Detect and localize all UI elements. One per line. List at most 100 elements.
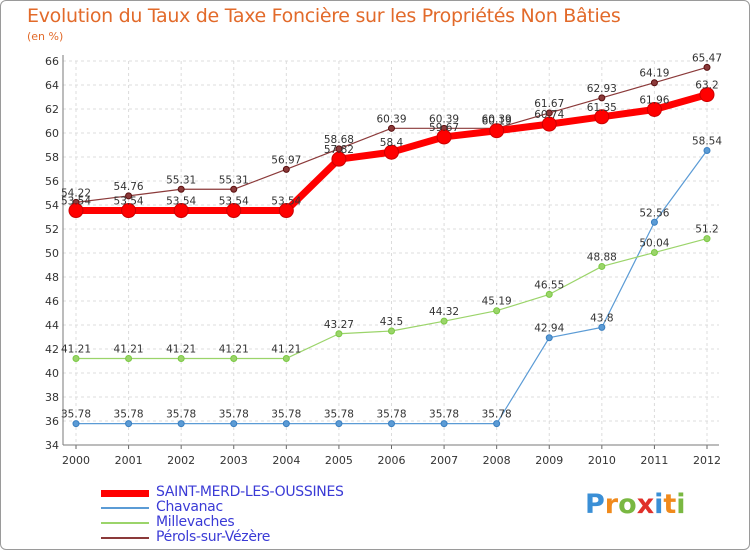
data-point bbox=[335, 330, 343, 338]
data-label: 60.39 bbox=[376, 113, 406, 125]
data-label: 35.78 bbox=[219, 409, 249, 421]
data-label: 65.47 bbox=[692, 52, 722, 64]
data-point bbox=[545, 109, 553, 117]
data-label: 59.67 bbox=[429, 122, 459, 134]
data-point bbox=[68, 203, 84, 219]
data-point bbox=[541, 116, 557, 132]
y-tick-label: 40 bbox=[45, 367, 59, 380]
data-label: 53.54 bbox=[271, 196, 301, 208]
y-tick-label: 38 bbox=[45, 391, 59, 404]
data-label: 41.21 bbox=[114, 343, 144, 355]
data-point bbox=[598, 262, 606, 270]
y-tick-label: 58 bbox=[45, 151, 59, 164]
data-label: 54.76 bbox=[114, 181, 144, 193]
data-label: 62.93 bbox=[587, 83, 617, 95]
logo-letter: i bbox=[676, 489, 686, 520]
y-tick-label: 36 bbox=[45, 415, 59, 428]
data-point bbox=[594, 109, 610, 125]
data-label: 43.8 bbox=[590, 312, 613, 324]
legend-label: Millevaches bbox=[156, 514, 235, 530]
data-label: 41.21 bbox=[61, 343, 91, 355]
x-tick-label: 2002 bbox=[167, 454, 195, 467]
data-point bbox=[125, 420, 133, 428]
data-point bbox=[177, 354, 185, 362]
data-point bbox=[440, 317, 448, 325]
legend-label: Pérols-sur-Vézère bbox=[156, 529, 271, 545]
x-tick-label: 2009 bbox=[535, 454, 563, 467]
data-point bbox=[226, 203, 242, 219]
legend-label: Chavanac bbox=[156, 499, 223, 515]
data-point bbox=[703, 63, 711, 71]
data-point bbox=[545, 290, 553, 298]
logo-letter: t bbox=[663, 489, 677, 520]
data-point bbox=[440, 420, 448, 428]
data-point bbox=[230, 354, 238, 362]
x-tick-label: 2001 bbox=[115, 454, 143, 467]
data-point bbox=[699, 87, 715, 103]
legend-swatch bbox=[101, 507, 149, 509]
data-point bbox=[489, 123, 505, 139]
data-label: 63.2 bbox=[695, 80, 718, 92]
data-label: 58.54 bbox=[692, 136, 722, 148]
data-point bbox=[177, 420, 185, 428]
proxiti-logo: Proxiti bbox=[585, 489, 686, 520]
data-label: 58.68 bbox=[324, 134, 354, 146]
data-label: 61.96 bbox=[639, 94, 669, 106]
data-label: 41.21 bbox=[219, 343, 249, 355]
x-tick-label: 2011 bbox=[640, 454, 668, 467]
data-label: 55.31 bbox=[166, 174, 196, 186]
x-tick-label: 2007 bbox=[430, 454, 458, 467]
logo-letter: r bbox=[604, 489, 619, 520]
data-label: 41.21 bbox=[166, 343, 196, 355]
data-label: 35.78 bbox=[61, 409, 91, 421]
data-point bbox=[335, 420, 343, 428]
y-tick-label: 56 bbox=[45, 175, 59, 188]
logo-letter: x bbox=[636, 489, 655, 520]
data-point bbox=[493, 420, 501, 428]
y-tick-label: 50 bbox=[45, 247, 59, 260]
data-point bbox=[72, 354, 80, 362]
data-point bbox=[703, 147, 711, 155]
data-label: 41.21 bbox=[271, 343, 301, 355]
data-point bbox=[72, 420, 80, 428]
data-point bbox=[646, 101, 662, 117]
data-label: 45.19 bbox=[482, 296, 512, 308]
y-tick-label: 66 bbox=[45, 55, 59, 68]
x-tick-label: 2010 bbox=[588, 454, 616, 467]
data-label: 52.56 bbox=[639, 207, 669, 219]
y-tick-label: 46 bbox=[45, 295, 59, 308]
data-label: 53.54 bbox=[219, 196, 249, 208]
x-tick-label: 2000 bbox=[62, 454, 90, 467]
legend-swatch bbox=[101, 522, 149, 524]
data-label: 54.22 bbox=[61, 187, 91, 199]
data-point bbox=[493, 307, 501, 315]
data-label: 50.04 bbox=[639, 238, 669, 250]
data-label: 48.88 bbox=[587, 251, 617, 263]
data-label: 53.54 bbox=[114, 196, 144, 208]
data-point bbox=[650, 249, 658, 257]
data-label: 56.97 bbox=[271, 154, 301, 166]
data-label: 53.54 bbox=[166, 196, 196, 208]
data-label: 35.78 bbox=[166, 409, 196, 421]
data-point bbox=[125, 192, 133, 200]
data-point bbox=[545, 334, 553, 342]
data-point bbox=[230, 420, 238, 428]
data-label: 60.39 bbox=[429, 113, 459, 125]
data-label: 61.35 bbox=[587, 102, 617, 114]
data-point bbox=[331, 151, 347, 167]
data-point bbox=[282, 165, 290, 173]
y-tick-label: 42 bbox=[45, 343, 59, 356]
logo-letter: P bbox=[585, 489, 605, 520]
data-label: 35.78 bbox=[114, 409, 144, 421]
data-point bbox=[388, 327, 395, 335]
y-tick-label: 62 bbox=[45, 103, 59, 116]
data-point bbox=[598, 94, 606, 102]
y-tick-label: 54 bbox=[45, 199, 59, 212]
y-tick-label: 64 bbox=[45, 79, 59, 92]
data-label: 58.4 bbox=[380, 137, 404, 149]
data-label: 53.54 bbox=[61, 196, 91, 208]
x-tick-label: 2003 bbox=[220, 454, 248, 467]
legend-swatch bbox=[101, 490, 149, 497]
data-point bbox=[282, 354, 290, 362]
